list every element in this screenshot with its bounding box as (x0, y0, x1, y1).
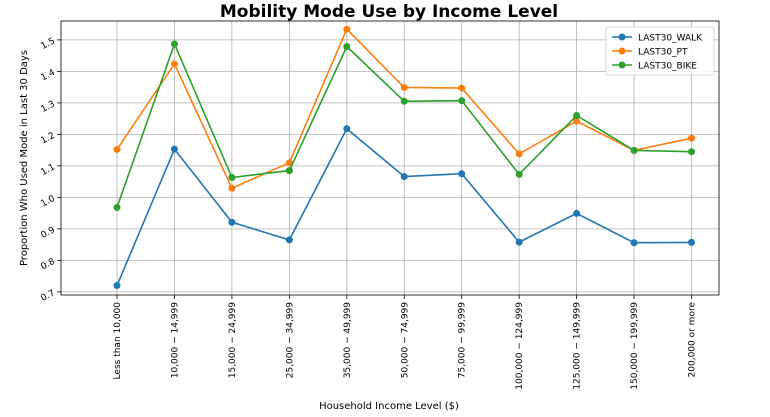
data-point-last30_bike (343, 43, 351, 51)
data-point-last30_bike (400, 97, 408, 105)
x-tick-label: 100,000 − 124,999 (515, 302, 525, 390)
legend-swatch-marker (618, 33, 626, 41)
data-point-last30_walk (170, 145, 178, 153)
data-point-last30_walk (688, 238, 695, 246)
data-point-last30_pt (573, 117, 581, 125)
y-tick-label: 0.7 (39, 288, 56, 304)
data-point-last30_walk (113, 282, 121, 290)
data-point-last30_bike (515, 170, 523, 178)
data-point-last30_pt (343, 25, 351, 33)
data-point-last30_bike (630, 146, 638, 154)
data-point-last30_pt (228, 184, 236, 192)
x-axis-label: Household Income Level ($) (319, 401, 459, 412)
x-tick-label: 150,000 − 199,999 (630, 302, 640, 390)
x-tick-label: 75,000 − 99,999 (458, 302, 468, 379)
data-point-last30_walk (573, 209, 581, 217)
x-tick-label: 10,000 − 14,999 (170, 302, 180, 379)
y-axis: 0.7 0.8 0.9 1.0 1.1 1.2 1.3 1.4 1.5 (39, 36, 61, 304)
x-tick-label: 50,000 − 74,999 (400, 302, 410, 379)
data-point-last30_pt (113, 145, 121, 153)
legend: LAST30_WALK LAST30_PT LAST30_BIKE (605, 26, 715, 76)
x-tick-label: 35,000 − 49,999 (343, 302, 353, 379)
x-tick-label: 15,000 − 24,999 (228, 302, 238, 379)
data-point-last30_walk (228, 218, 236, 226)
y-tick-label: 1.1 (39, 162, 56, 178)
data-point-last30_walk (515, 238, 523, 246)
x-tick-label: 125,000 − 149,999 (573, 302, 583, 390)
x-axis: Less than 10,000 10,000 − 14,999 15,000 − … (113, 295, 698, 390)
data-point-last30_walk (343, 125, 351, 133)
data-point-last30_bike (285, 167, 293, 175)
data-point-last30_bike (458, 97, 466, 105)
data-point-last30_pt (458, 84, 466, 92)
legend-label: LAST30_WALK (638, 34, 703, 44)
chart-title: Mobility Mode Use by Income Level (220, 2, 558, 22)
data-point-last30_walk (630, 239, 638, 247)
x-tick-label: 200,000 or more (688, 302, 698, 378)
y-tick-label: 1.3 (39, 99, 56, 115)
data-point-last30_bike (228, 174, 236, 182)
data-point-last30_bike (688, 148, 695, 156)
y-tick-label: 1.5 (39, 36, 56, 52)
data-point-last30_bike (573, 111, 581, 119)
data-point-last30_pt (285, 159, 293, 167)
legend-label: LAST30_PT (638, 48, 688, 58)
data-point-last30_pt (688, 134, 695, 142)
legend-swatch-marker (618, 61, 626, 69)
data-point-last30_pt (400, 83, 408, 91)
series-layer (113, 25, 695, 290)
y-tick-label: 1.0 (39, 194, 57, 210)
data-point-last30_walk (458, 170, 466, 178)
legend-label: LAST30_BIKE (638, 62, 697, 72)
y-tick-label: 0.9 (39, 225, 57, 241)
x-tick-label: 25,000 − 34,999 (285, 302, 295, 379)
data-point-last30_walk (400, 173, 408, 181)
data-point-last30_bike (170, 40, 178, 48)
y-tick-label: 0.8 (39, 257, 57, 273)
data-point-last30_pt (170, 60, 178, 68)
x-tick-label: Less than 10,000 (113, 302, 123, 380)
y-tick-label: 1.2 (39, 131, 56, 147)
legend-swatch-marker (618, 47, 626, 55)
plot-frame (60, 20, 720, 296)
data-point-last30_bike (113, 203, 121, 211)
data-point-last30_pt (515, 150, 523, 158)
data-point-last30_walk (285, 236, 293, 244)
legend-box (605, 26, 715, 76)
y-tick-label: 1.4 (39, 68, 57, 84)
y-axis-label: Proportion Who Used Mode in Last 30 Days (19, 50, 30, 266)
